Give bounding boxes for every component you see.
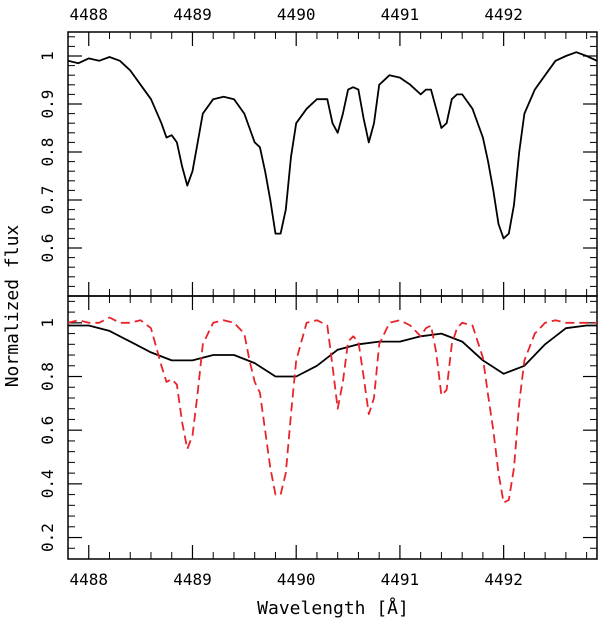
x-tick-label-top-0: 4488 [69, 5, 108, 24]
x-tick-label-top-2: 4490 [277, 5, 316, 24]
x-axis-label: Wavelength [Å] [257, 597, 409, 619]
x-tick-label-top-3: 4491 [381, 5, 420, 24]
x-tick-label-bottom-3: 4491 [381, 570, 420, 589]
top-y-tick-label-3: 0.9 [38, 90, 57, 119]
bottom-y-tick-label-2: 0.6 [38, 416, 57, 445]
top-y-tick-label-1: 0.7 [38, 186, 57, 215]
x-tick-label-bottom-2: 4490 [277, 570, 316, 589]
bottom-y-tick-label-3: 0.8 [38, 362, 57, 391]
bottom-y-tick-label-1: 0.4 [38, 469, 57, 498]
y-axis-label: Normalized flux [2, 225, 23, 388]
x-tick-label-bottom-1: 4489 [173, 570, 212, 589]
x-tick-label-top-4: 4492 [484, 5, 523, 24]
top-panel: 0.6 0.7 0.8 0.9 1 [38, 31, 598, 297]
x-tick-label-bottom-4: 4492 [484, 570, 523, 589]
top-y-tick-label-2: 0.8 [38, 138, 57, 167]
bottom-plot-frame [67, 295, 598, 560]
bottom-y-tick-label-0: 0.2 [38, 523, 57, 552]
top-y-tick-label-4: 1 [38, 51, 57, 61]
top-y-tick-label-0: 0.6 [38, 234, 57, 263]
x-tick-label-bottom-0: 4488 [69, 570, 108, 589]
bottom-y-tick-label-4: 1 [38, 318, 57, 328]
axes-labels: 4488 4488 4489 4489 4490 4490 4491 4491 4492 4492… [2, 5, 523, 619]
bottom-panel: 0.2 0.4 0.6 0.8 1 [38, 295, 598, 560]
x-tick-label-top-1: 4489 [173, 5, 212, 24]
bottom-series-model [67, 316, 597, 504]
top-series-spectrum [67, 51, 598, 240]
